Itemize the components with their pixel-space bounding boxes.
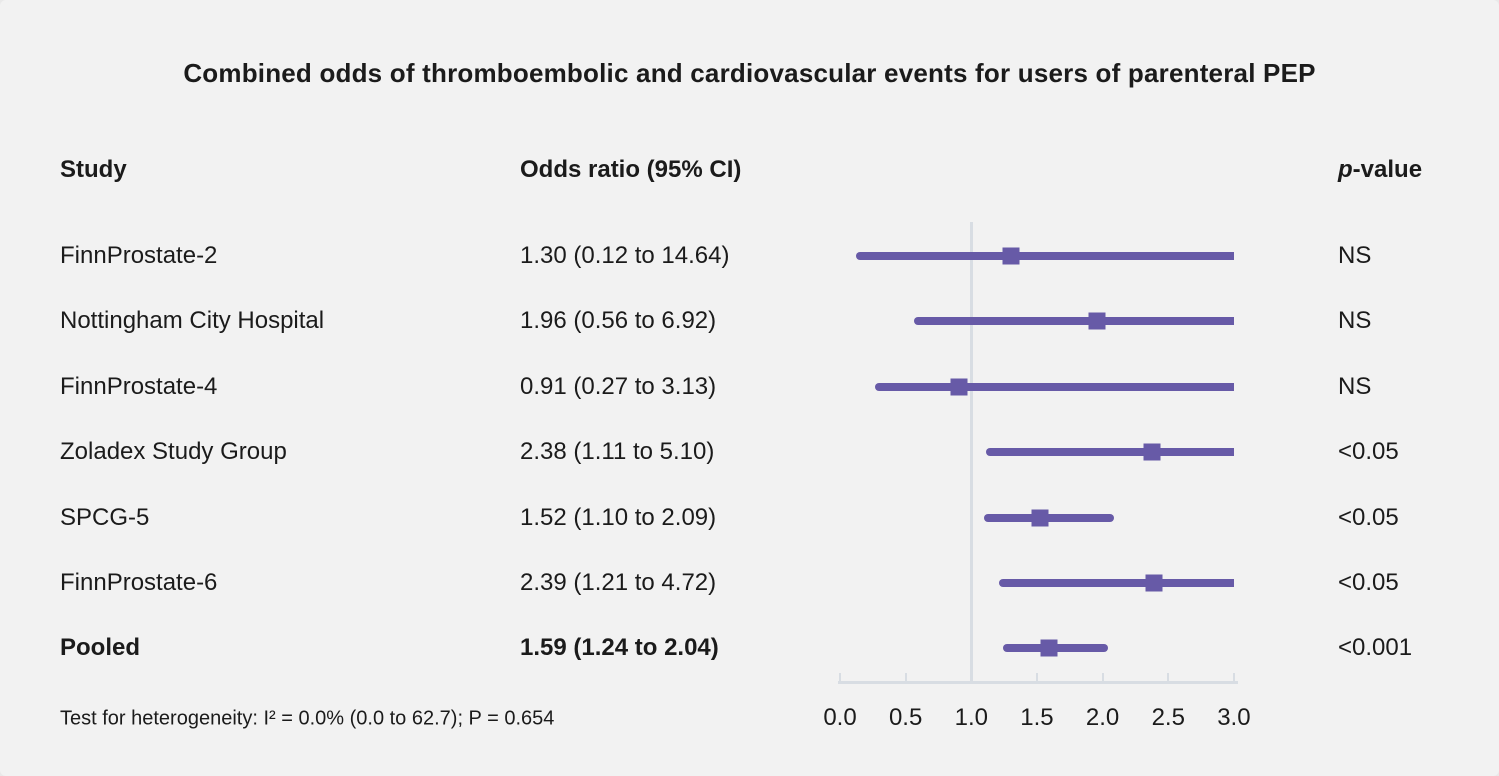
p-value: <0.05 bbox=[1338, 569, 1399, 596]
study-label: Nottingham City Hospital bbox=[60, 307, 325, 335]
x-axis-tick bbox=[904, 673, 907, 682]
study-label: Zoladex Study Group bbox=[60, 438, 287, 466]
heterogeneity-footnote: Test for heterogeneity: I² = 0.0% (0.0 t… bbox=[60, 707, 555, 730]
odds-ratio-value: 1.30 (0.12 to 14.64) bbox=[520, 242, 730, 269]
x-axis-tick bbox=[1167, 673, 1170, 682]
column-header-p-value: p-value bbox=[1338, 156, 1422, 184]
column-header-odds-ratio: Odds ratio (95% CI) bbox=[520, 156, 742, 183]
odds-ratio-value: 0.91 (0.27 to 3.13) bbox=[520, 372, 717, 400]
odds-ratio-value: 2.38 (1.11 to 5.10) bbox=[520, 438, 715, 466]
x-axis-tick-label: 1.5 bbox=[1020, 704, 1054, 731]
x-axis-tick bbox=[1035, 673, 1038, 682]
odds-ratio-value: 2.39 (1.21 to 4.72) bbox=[520, 569, 717, 596]
x-axis-tick-label: 0.0 bbox=[823, 704, 857, 731]
point-estimate-marker bbox=[950, 378, 968, 396]
confidence-interval-bar bbox=[913, 317, 1234, 326]
study-label: SPCG-5 bbox=[60, 503, 150, 531]
figure-title: Combined odds of thromboembolic and card… bbox=[183, 58, 1316, 88]
p-value: <0.05 bbox=[1338, 438, 1399, 466]
x-axis-tick-label: 2.0 bbox=[1085, 704, 1120, 731]
x-axis-tick bbox=[1101, 673, 1104, 682]
confidence-interval-bar bbox=[875, 382, 1234, 391]
study-label: FinnProstate-2 bbox=[60, 242, 218, 269]
column-header-study: Study bbox=[60, 156, 127, 183]
study-label: FinnProstate-4 bbox=[60, 372, 218, 400]
confidence-interval-bar bbox=[998, 579, 1234, 587]
confidence-interval-bar bbox=[985, 448, 1234, 457]
x-axis-tick-label: 2.5 bbox=[1151, 704, 1185, 731]
x-axis-tick bbox=[1232, 673, 1235, 682]
point-estimate-marker bbox=[1143, 443, 1161, 461]
p-value: <0.05 bbox=[1338, 503, 1399, 531]
confidence-interval-bar bbox=[984, 513, 1115, 522]
p-value: NS bbox=[1338, 372, 1372, 400]
p-value-rest: -value bbox=[1352, 156, 1423, 183]
x-axis-tick bbox=[839, 673, 841, 682]
study-label: Pooled bbox=[60, 634, 141, 662]
point-estimate-marker bbox=[1002, 247, 1020, 265]
p-value: <0.001 bbox=[1338, 634, 1413, 662]
x-axis-tick-label: 3.0 bbox=[1217, 704, 1251, 731]
x-axis-tick-label: 1.0 bbox=[954, 704, 988, 731]
p-value: NS bbox=[1338, 307, 1372, 335]
p-value-italic-p: p bbox=[1338, 156, 1353, 183]
point-estimate-marker bbox=[1088, 312, 1106, 330]
x-axis-line bbox=[838, 681, 1238, 684]
odds-ratio-value: 1.52 (1.10 to 2.09) bbox=[520, 503, 717, 531]
x-axis-tick bbox=[970, 673, 973, 682]
confidence-interval-bar bbox=[855, 252, 1234, 260]
odds-ratio-value: 1.59 (1.24 to 2.04) bbox=[520, 634, 719, 662]
study-label: FinnProstate-6 bbox=[60, 569, 218, 596]
odds-ratio-value: 1.96 (0.56 to 6.92) bbox=[520, 307, 717, 335]
point-estimate-marker bbox=[1145, 574, 1163, 592]
p-value: NS bbox=[1338, 242, 1372, 269]
point-estimate-marker bbox=[1031, 509, 1049, 527]
x-axis-tick-label: 0.5 bbox=[888, 704, 923, 731]
reference-line bbox=[969, 222, 973, 682]
point-estimate-marker bbox=[1040, 639, 1058, 657]
